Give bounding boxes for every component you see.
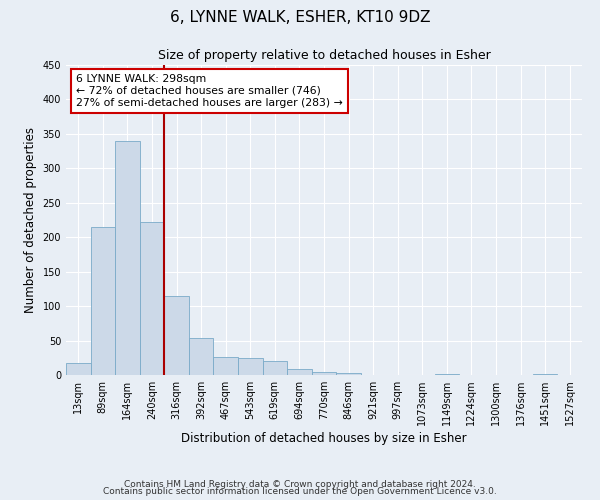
Bar <box>164 296 189 375</box>
Bar <box>189 338 214 375</box>
Text: 6 LYNNE WALK: 298sqm
← 72% of detached houses are smaller (746)
27% of semi-deta: 6 LYNNE WALK: 298sqm ← 72% of detached h… <box>76 74 343 108</box>
Bar <box>140 222 164 375</box>
Bar <box>533 374 557 375</box>
Title: Size of property relative to detached houses in Esher: Size of property relative to detached ho… <box>158 50 490 62</box>
Bar <box>263 361 287 375</box>
Bar <box>91 227 115 375</box>
Text: Contains HM Land Registry data © Crown copyright and database right 2024.: Contains HM Land Registry data © Crown c… <box>124 480 476 489</box>
Bar <box>115 141 140 375</box>
Bar <box>336 373 361 375</box>
Bar <box>66 362 91 375</box>
Y-axis label: Number of detached properties: Number of detached properties <box>24 127 37 313</box>
Text: 6, LYNNE WALK, ESHER, KT10 9DZ: 6, LYNNE WALK, ESHER, KT10 9DZ <box>170 10 430 25</box>
Bar <box>312 372 336 375</box>
Text: Contains public sector information licensed under the Open Government Licence v3: Contains public sector information licen… <box>103 487 497 496</box>
Bar <box>214 357 238 375</box>
X-axis label: Distribution of detached houses by size in Esher: Distribution of detached houses by size … <box>181 432 467 446</box>
Bar <box>238 358 263 375</box>
Bar <box>434 374 459 375</box>
Bar <box>287 369 312 375</box>
